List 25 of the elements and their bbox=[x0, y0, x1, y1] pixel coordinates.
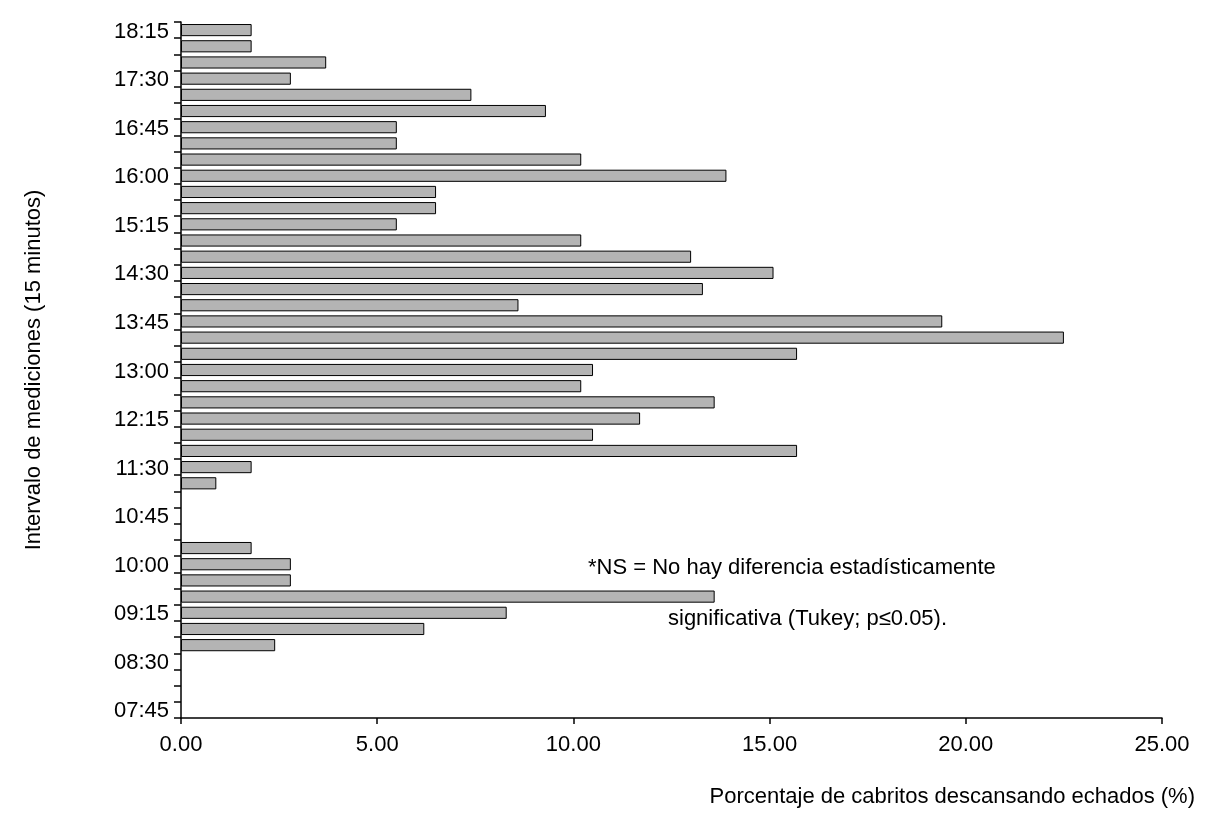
y-tick-label: 10:45 bbox=[113, 503, 169, 529]
y-tick-label: 16:45 bbox=[113, 114, 169, 140]
x-tick-label: 10.00 bbox=[545, 730, 601, 756]
y-tick-label: 13:00 bbox=[113, 357, 169, 383]
annotation: significativa (Tukey; p≤0.05). bbox=[668, 604, 948, 630]
y-axis-title: Intervalo de mediciones (15 minutos) bbox=[19, 189, 45, 551]
y-tick-label: 18:15 bbox=[113, 17, 169, 43]
x-tick-label: 0.00 bbox=[159, 730, 203, 756]
y-tick-label: 15:15 bbox=[113, 211, 169, 237]
y-tick-label: 07:45 bbox=[113, 697, 169, 723]
x-tick-label: 25.00 bbox=[1134, 730, 1190, 756]
y-tick-label: 16:00 bbox=[113, 163, 169, 189]
y-tick-label: 08:30 bbox=[113, 648, 169, 674]
y-tick-label: 11:30 bbox=[115, 454, 169, 480]
y-tick-label: 10:00 bbox=[113, 551, 169, 577]
y-tick-label: 17:30 bbox=[113, 66, 169, 92]
y-tick-label: 09:15 bbox=[113, 600, 169, 626]
y-tick-label: 12:15 bbox=[113, 406, 169, 432]
annotation: *NS = No hay diferencia estadísticamente bbox=[588, 553, 996, 579]
x-axis-title: Porcentaje de cabritos descansando echados (%) bbox=[709, 782, 1195, 808]
x-tick-label: 15.00 bbox=[742, 730, 798, 756]
x-tick-label: 20.00 bbox=[938, 730, 994, 756]
y-tick-label: 13:45 bbox=[113, 308, 169, 334]
x-tick-label: 5.00 bbox=[355, 730, 399, 756]
y-tick-label: 14:30 bbox=[113, 260, 169, 286]
